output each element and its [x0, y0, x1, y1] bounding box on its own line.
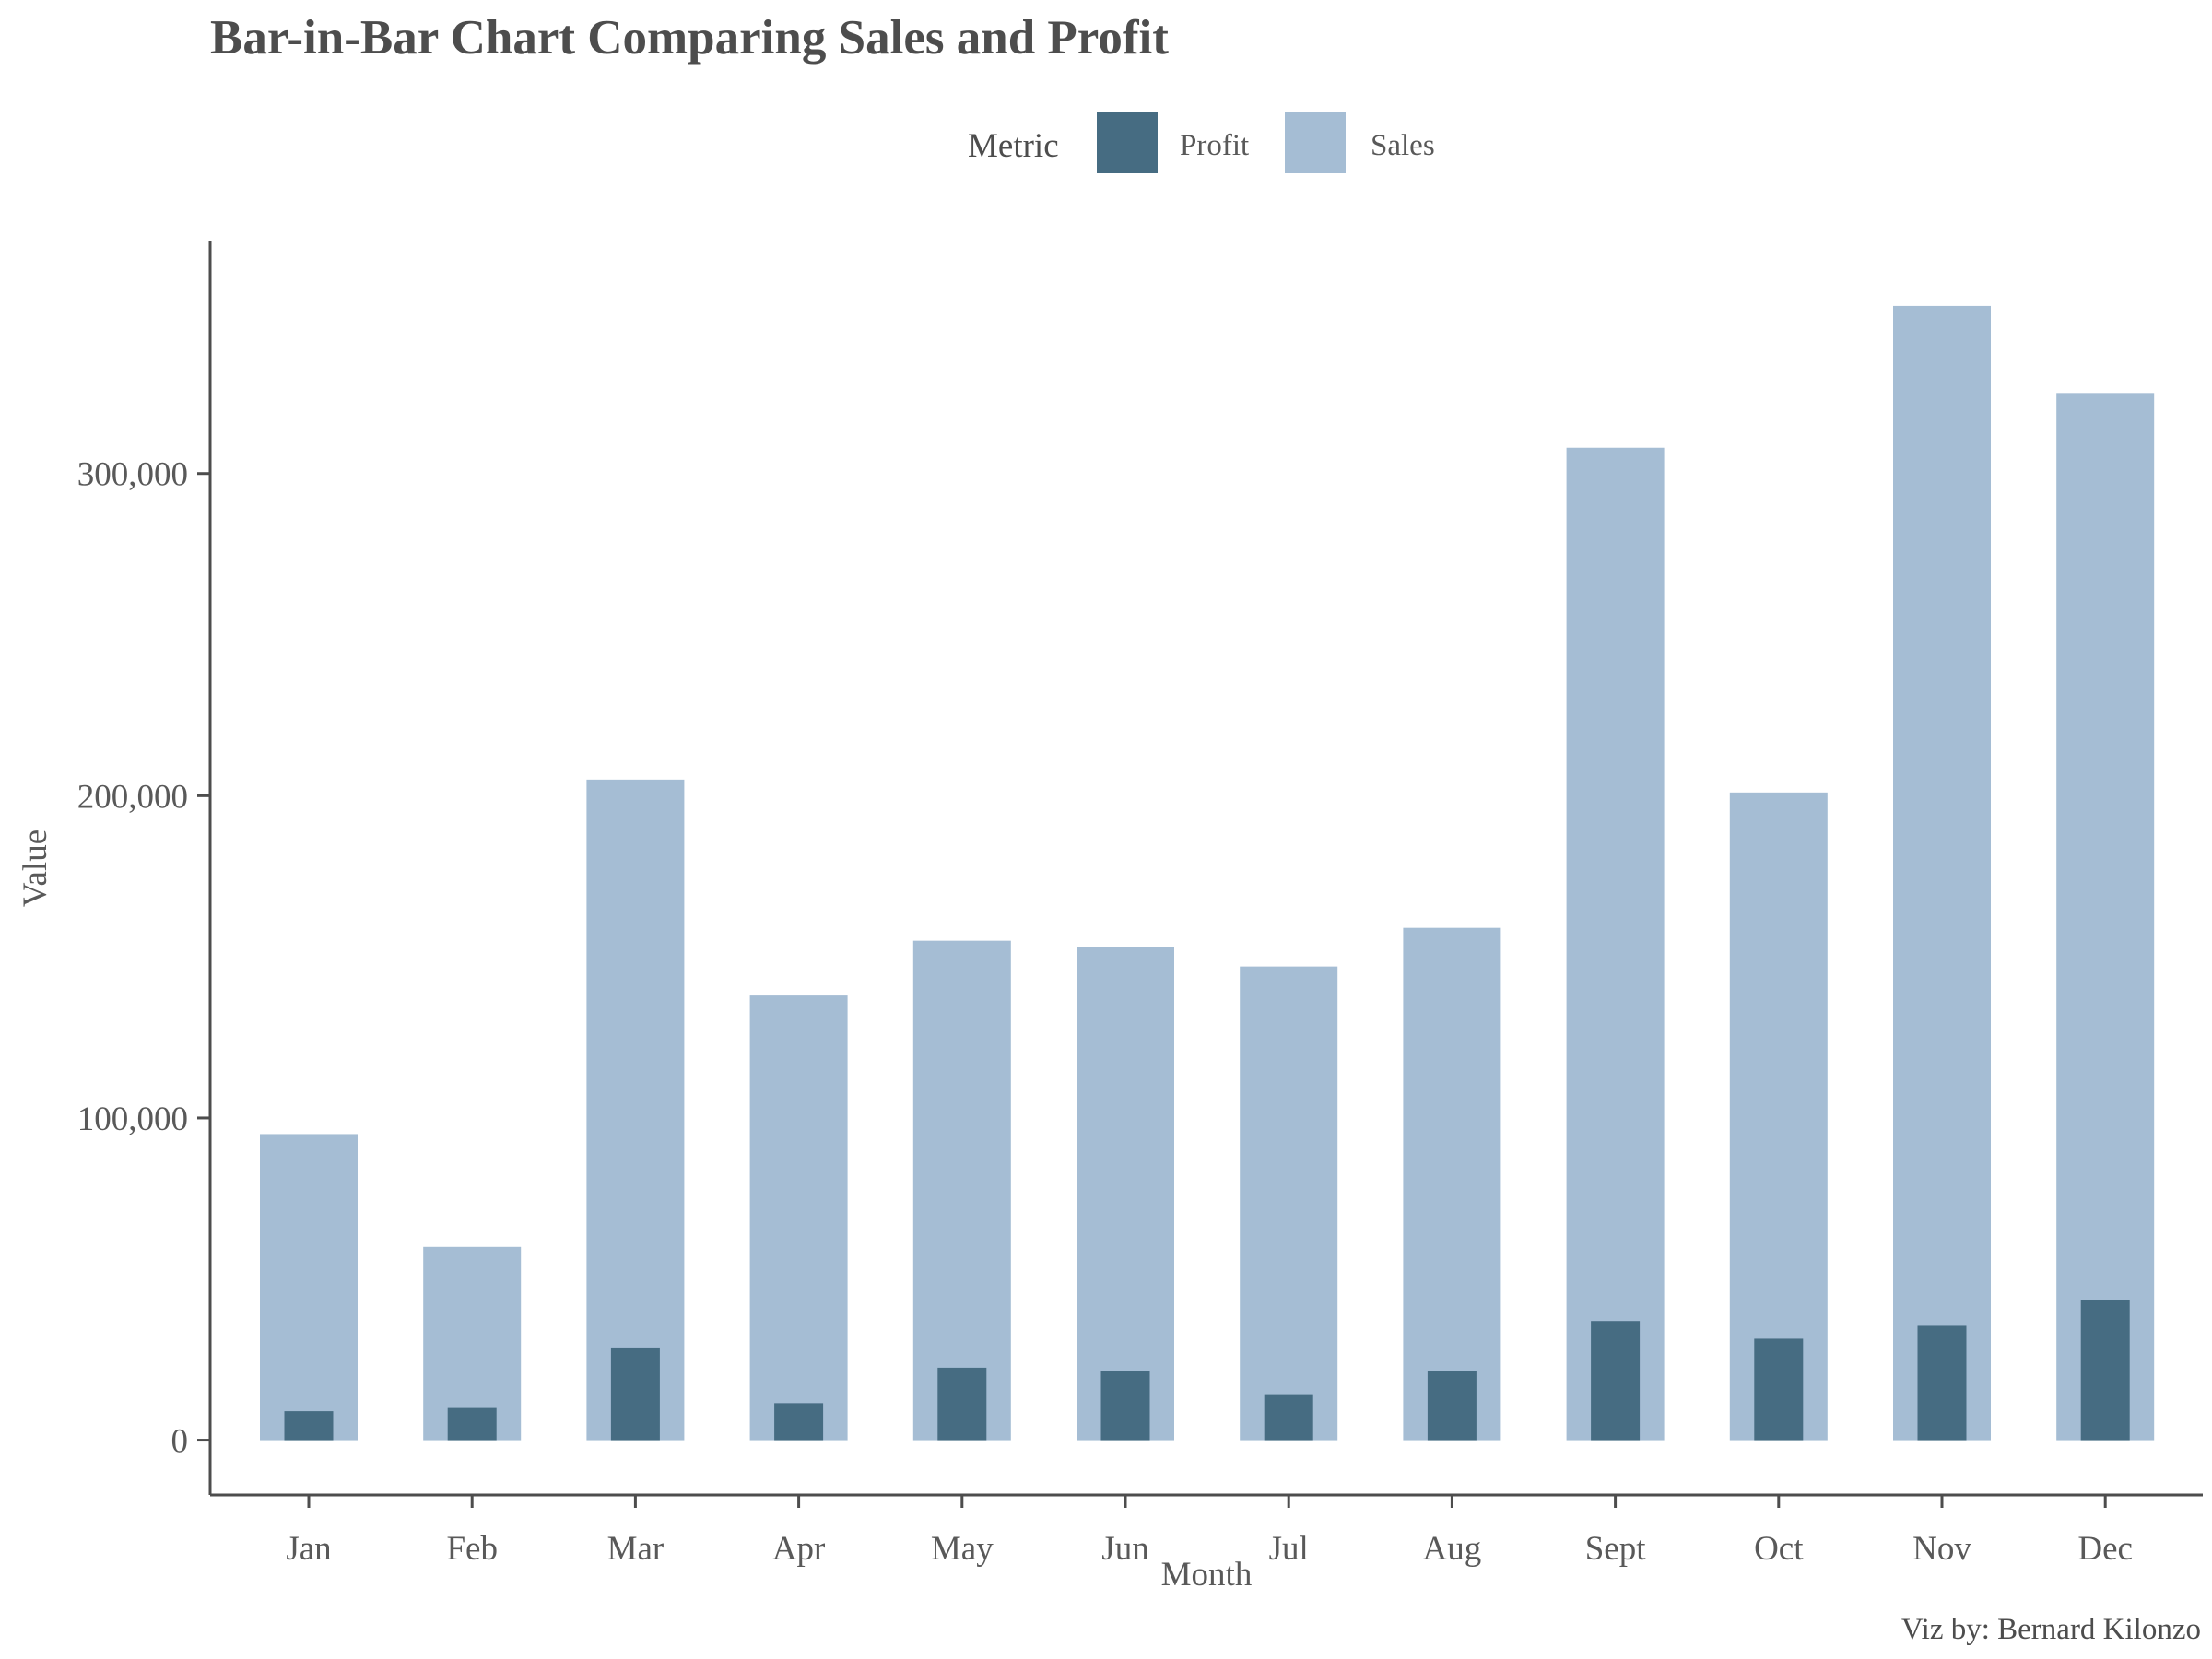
- legend-label-sales: Sales: [1371, 129, 1435, 162]
- sales-bar-jun: [1077, 947, 1174, 1441]
- profit-bar-may: [937, 1367, 987, 1441]
- x-tick-label: May: [931, 1530, 994, 1568]
- legend: Metric Profit Sales: [968, 112, 1435, 173]
- profit-bar-mar: [610, 1347, 660, 1441]
- y-tick-label: 0: [171, 1423, 189, 1461]
- legend-title: Metric: [968, 127, 1059, 165]
- y-tick-label: 200,000: [77, 778, 188, 816]
- sales-bar-apr: [749, 995, 848, 1441]
- profit-bar-feb: [447, 1407, 497, 1441]
- sales-bar-oct: [1729, 792, 1828, 1441]
- x-axis-title: Month: [1161, 1556, 1253, 1594]
- chart-title: Bar-in-Bar Chart Comparing Sales and Pro…: [210, 11, 1169, 65]
- x-tick-label: Jan: [286, 1530, 331, 1568]
- profit-bar-jun: [1100, 1371, 1150, 1441]
- x-tick-label: Aug: [1423, 1530, 1482, 1568]
- profit-bar-sept: [1591, 1321, 1641, 1441]
- x-tick-label: Feb: [446, 1530, 498, 1568]
- profit-bar-dec: [2080, 1300, 2130, 1441]
- profit-bar-apr: [774, 1403, 824, 1441]
- sales-bar-jul: [1240, 966, 1338, 1441]
- profit-bar-oct: [1754, 1338, 1804, 1441]
- sales-bar-aug: [1403, 927, 1501, 1441]
- x-tick-label: Nov: [1912, 1530, 1971, 1568]
- x-tick-label: Mar: [607, 1530, 665, 1568]
- sales-bar-sept: [1566, 447, 1665, 1441]
- sales-bar-mar: [586, 779, 685, 1441]
- x-tick-label: Jun: [1101, 1530, 1148, 1568]
- profit-bar-nov: [1917, 1325, 1967, 1441]
- y-axis: 0 100,000 200,000 300,000: [77, 241, 212, 1495]
- x-axis: Jan Feb Mar Apr May Jun Jul Aug Sept Oct Nov Dec: [210, 1493, 2203, 1568]
- y-tick-label: 100,000: [77, 1100, 188, 1138]
- sales-bar-jan: [260, 1134, 358, 1441]
- y-axis-title: Value: [17, 830, 54, 907]
- profit-bar-jul: [1264, 1394, 1313, 1441]
- sales-bar-nov: [1893, 305, 1991, 1441]
- profit-bars: [284, 1300, 2130, 1441]
- legend-label-profit: Profit: [1180, 129, 1249, 162]
- x-tick-label: Jul: [1269, 1530, 1309, 1568]
- x-tick-label: Apr: [772, 1530, 826, 1568]
- caption: Viz by: Bernard Kilonzo: [1901, 1613, 2201, 1646]
- x-tick-label: Oct: [1754, 1530, 1804, 1568]
- x-tick-label: Sept: [1585, 1530, 1647, 1568]
- profit-bar-jan: [284, 1411, 334, 1441]
- sales-bars: [260, 305, 2155, 1441]
- sales-bar-may: [912, 940, 1011, 1441]
- legend-swatch-profit: [1097, 112, 1158, 173]
- sales-bar-dec: [2056, 393, 2155, 1441]
- y-tick-label: 300,000: [77, 456, 188, 494]
- legend-swatch-sales: [1285, 112, 1346, 173]
- profit-bar-aug: [1427, 1371, 1477, 1441]
- x-tick-label: Dec: [2077, 1530, 2133, 1568]
